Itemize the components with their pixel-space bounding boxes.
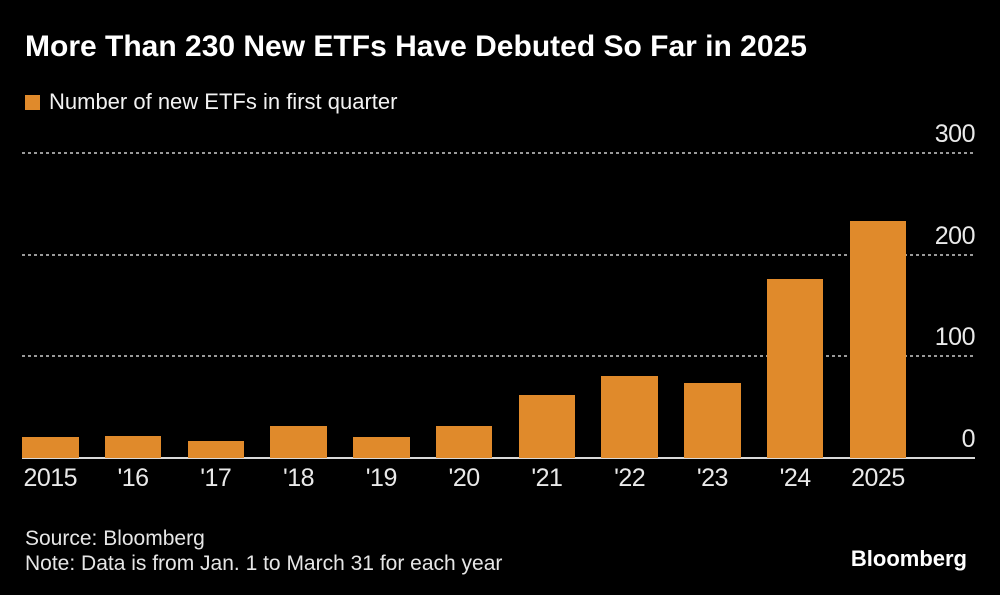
source-text: Source: Bloomberg	[25, 527, 205, 550]
bar-23	[684, 382, 741, 458]
bar-24	[766, 279, 824, 458]
x-tick-label-18: '18	[283, 464, 315, 492]
bar-18	[270, 426, 327, 458]
x-tick-label-2025: 2025	[851, 464, 905, 492]
x-tick-label-20: '20	[448, 464, 481, 492]
gridline-200	[22, 253, 975, 256]
x-tick-label-2015: 2015	[23, 464, 78, 492]
bar-2025	[849, 221, 907, 458]
y-tick-label-200: 200	[934, 221, 976, 250]
x-tick-label-22: '22	[614, 464, 646, 492]
y-tick-label-0: 0	[961, 425, 976, 453]
x-axis-line	[22, 457, 975, 459]
gridline-300	[22, 152, 975, 154]
legend: Number of new ETFs in first quarter	[25, 89, 397, 115]
bloomberg-logo: Bloomberg	[850, 546, 967, 571]
chart-title: More Than 230 New ETFs Have Debuted So F…	[25, 30, 807, 63]
x-tick-label-23: '23	[696, 464, 729, 492]
x-tick-label-17: '17	[200, 464, 232, 492]
y-tick-label-100: 100	[934, 323, 976, 352]
bar-16	[104, 435, 162, 458]
bar-21	[518, 394, 576, 458]
bar-22	[601, 375, 658, 458]
x-tick-label-21: '21	[531, 464, 563, 492]
gridline-100	[22, 355, 975, 358]
x-tick-label-19: '19	[365, 464, 398, 492]
y-tick-label-300: 300	[934, 120, 976, 148]
note-text: Note: Data is from Jan. 1 to March 31 fo…	[25, 552, 503, 575]
legend-label: Number of new ETFs in first quarter	[49, 89, 398, 114]
plot-area: 0 100 200 300	[22, 120, 976, 459]
bar-17	[187, 440, 245, 458]
x-tick-label-16: '16	[117, 464, 149, 492]
bar-2015	[22, 436, 79, 458]
legend-swatch-icon	[25, 94, 40, 110]
bar-19	[353, 436, 410, 458]
bar-20	[435, 426, 493, 458]
x-tick-label-24: '24	[779, 464, 812, 492]
